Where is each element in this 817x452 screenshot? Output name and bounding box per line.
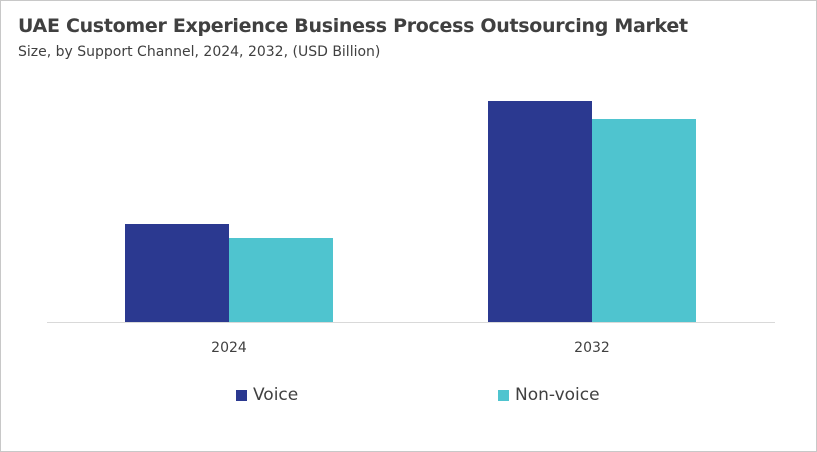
legend-item-non-voice: Non-voice	[498, 385, 600, 405]
legend-label-non-voice: Non-voice	[515, 385, 600, 405]
bar-voice-2032	[488, 101, 592, 322]
legend-item-voice: Voice	[236, 385, 298, 405]
x-tick-label: 2032	[574, 340, 610, 356]
bar-non-voice-2024	[229, 238, 333, 322]
chart-title: UAE Customer Experience Business Process…	[18, 15, 688, 37]
bar-voice-2024	[125, 224, 229, 322]
legend-swatch-voice	[236, 389, 247, 401]
x-tick-label: 2024	[211, 340, 247, 356]
chart-subtitle: Size, by Support Channel, 2024, 2032, (U…	[18, 44, 381, 60]
bar-non-voice-2032	[592, 119, 696, 322]
legend-label-voice: Voice	[253, 385, 299, 405]
legend-swatch-non-voice	[498, 389, 509, 401]
